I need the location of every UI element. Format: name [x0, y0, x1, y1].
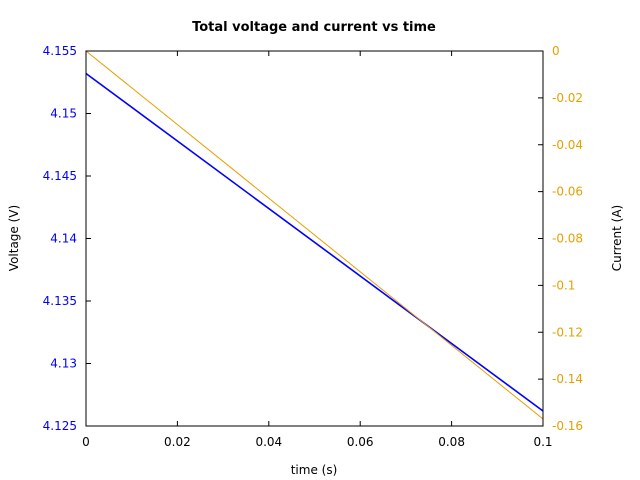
y2-tick-label: -0.02 — [552, 91, 583, 105]
y2-tick-label: -0.08 — [552, 232, 583, 246]
voltage-series-line — [85, 72, 544, 412]
y2-tick-label: -0.06 — [552, 185, 583, 199]
y-tick-label: 4.13 — [50, 357, 77, 371]
current-series-line — [85, 50, 544, 420]
x-ticks: 0 0.02 0.04 0.06 0.08 0.1 — [82, 51, 553, 449]
y-tick-label: 4.15 — [50, 107, 77, 121]
x-tick-label: 0.1 — [533, 435, 552, 449]
x-axis-label: time (s) — [291, 463, 338, 477]
y2-tick-label: -0.12 — [552, 325, 583, 339]
y2-tick-label: 0 — [552, 44, 560, 58]
chart-title: Total voltage and current vs time — [192, 20, 436, 35]
x-tick-label: 0.08 — [438, 435, 465, 449]
y-ticks: 4.125 4.13 4.135 4.14 4.145 4.15 4.155 — [43, 44, 91, 433]
series-lines — [85, 50, 544, 420]
x-tick-label: 0 — [82, 435, 90, 449]
y2-tick-label: -0.16 — [552, 419, 583, 433]
y2-tick-label: -0.1 — [552, 278, 575, 292]
y-tick-label: 4.125 — [43, 419, 77, 433]
x-tick-label: 0.02 — [164, 435, 191, 449]
y-tick-label: 4.155 — [43, 44, 77, 58]
y2-ticks: -0.16 -0.14 -0.12 -0.1 -0.08 -0.06 -0.04 -0.02 0 — [538, 44, 583, 433]
y2-tick-label: -0.14 — [552, 372, 583, 386]
x-tick-label: 0.04 — [255, 435, 282, 449]
y2-tick-label: -0.04 — [552, 138, 583, 152]
y-tick-label: 4.145 — [43, 169, 77, 183]
y-axis-label: Voltage (V) — [7, 205, 21, 271]
y-tick-label: 4.135 — [43, 294, 77, 308]
x-tick-label: 0.06 — [347, 435, 374, 449]
y-tick-label: 4.14 — [50, 232, 77, 246]
y2-axis-label: Current (A) — [610, 205, 624, 271]
plot-frame — [85, 50, 544, 427]
